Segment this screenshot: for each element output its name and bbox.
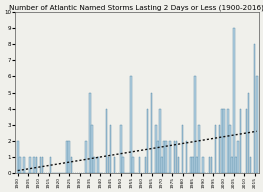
Bar <box>246 109 247 173</box>
Bar <box>192 157 194 173</box>
Bar <box>219 125 220 173</box>
Bar <box>50 157 52 173</box>
Bar <box>91 125 93 173</box>
Bar <box>190 157 192 173</box>
Bar <box>178 157 179 173</box>
Bar <box>93 157 95 173</box>
Bar <box>169 141 171 173</box>
Bar <box>29 157 31 173</box>
Bar <box>70 157 72 173</box>
Bar <box>23 157 25 173</box>
Bar <box>198 125 200 173</box>
Bar <box>108 157 109 173</box>
Bar <box>231 157 233 173</box>
Bar <box>68 141 70 173</box>
Bar <box>130 76 132 173</box>
Bar <box>240 109 241 173</box>
Bar <box>139 157 140 173</box>
Bar <box>67 141 68 173</box>
Bar <box>17 141 18 173</box>
Bar <box>254 44 255 173</box>
Bar <box>161 157 163 173</box>
Bar <box>105 109 107 173</box>
Bar <box>97 157 99 173</box>
Bar <box>157 141 159 173</box>
Bar <box>233 28 235 173</box>
Bar <box>248 93 249 173</box>
Bar <box>132 157 134 173</box>
Bar <box>223 109 225 173</box>
Bar <box>235 157 237 173</box>
Bar <box>42 157 43 173</box>
Bar <box>151 93 153 173</box>
Bar <box>36 157 37 173</box>
Bar <box>211 157 212 173</box>
Bar <box>110 125 111 173</box>
Bar <box>182 125 183 173</box>
Bar <box>256 76 257 173</box>
Bar <box>155 125 156 173</box>
Bar <box>196 157 198 173</box>
Bar <box>221 109 222 173</box>
Bar <box>165 141 167 173</box>
Bar <box>40 157 41 173</box>
Bar <box>237 141 239 173</box>
Bar <box>203 157 204 173</box>
Title: Number of Atlantic Named Storms Lasting 2 Days or Less (1900-2016): Number of Atlantic Named Storms Lasting … <box>9 4 263 11</box>
Bar <box>163 141 165 173</box>
Bar <box>120 125 122 173</box>
Bar <box>89 93 91 173</box>
Bar <box>209 157 210 173</box>
Bar <box>159 109 161 173</box>
Bar <box>215 125 216 173</box>
Bar <box>145 157 146 173</box>
Bar <box>229 125 231 173</box>
Bar <box>19 157 21 173</box>
Bar <box>114 157 115 173</box>
Bar <box>122 157 124 173</box>
Bar <box>176 141 177 173</box>
Bar <box>147 109 148 173</box>
Bar <box>194 76 196 173</box>
Bar <box>85 141 87 173</box>
Bar <box>186 141 188 173</box>
Bar <box>227 109 229 173</box>
Bar <box>33 157 35 173</box>
Bar <box>250 157 251 173</box>
Bar <box>174 141 175 173</box>
